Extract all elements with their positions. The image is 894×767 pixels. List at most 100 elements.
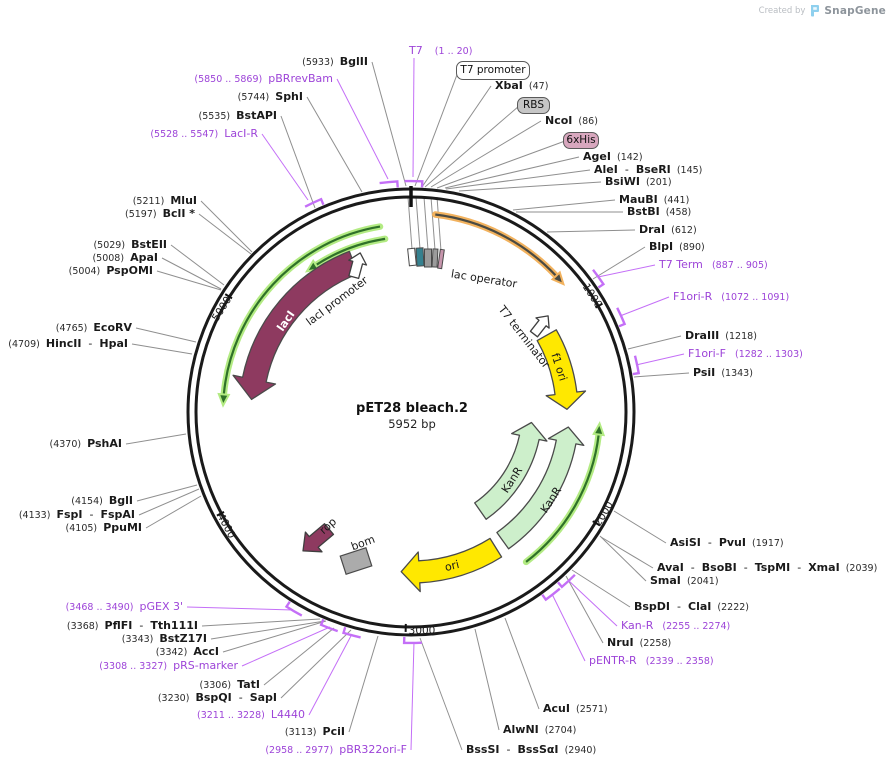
callout-line-bstz17i [210, 620, 326, 640]
label-bstapi: (5535) BstAPI [198, 109, 278, 122]
tick-label-3000: 3000 [408, 625, 436, 637]
label-pflfi-tth111i: (3368) PflFI - Tth111I [66, 619, 198, 632]
label-l4440-primer: (3211 .. 3228) L4440 [196, 708, 305, 721]
callout-line-asisi-pvui [613, 510, 667, 544]
label-pbr322ori-f-primer: (2958 .. 2977) pBR322ori-F [265, 743, 407, 756]
label-pgex3-primer: (3468 .. 3490) pGEX 3' [65, 600, 183, 613]
bleach2-orf-arrow-line [435, 213, 557, 277]
credit-watermark: Created by SnapGene [759, 4, 886, 17]
callout-line-agei [444, 156, 580, 189]
label-kan-r-primer: Kan-R (2255 .. 2274) [621, 619, 731, 632]
orf-arrow-kanr-head [592, 421, 606, 437]
operator-stem-0 [407, 196, 413, 250]
label-pshai: (4370) PshAI [49, 437, 123, 450]
callout-line-pshai [125, 433, 187, 445]
primer-mark-1 [379, 180, 399, 188]
label-psii: PsiI (1343) [693, 366, 753, 379]
snapgene-logo-icon [811, 5, 820, 17]
lac-operator-box-3 [431, 248, 439, 268]
callout-line-xbai [421, 85, 492, 188]
primer-mark-11 [284, 600, 303, 617]
callout-line-bgli [136, 484, 198, 502]
laci-arrow [232, 250, 359, 401]
tick-1000 [595, 302, 603, 309]
primer-mark-7 [541, 587, 561, 602]
label-tati: (3306) TatI [199, 678, 261, 691]
callout-line-pgex3-primer [186, 606, 294, 611]
label-bsiwi: BsiWI (201) [605, 175, 672, 188]
label-pcii: (3113) PciI [284, 725, 345, 738]
tick-4000 [216, 510, 225, 517]
callout-line-alei-bseri [445, 169, 591, 190]
label-bstz17i: (3343) BstZ17I [121, 632, 207, 645]
operator-stem-2 [423, 196, 429, 251]
callout-line-kan-r-primer [567, 579, 618, 627]
lac-operator-box-0 [407, 247, 417, 267]
callout-line-pflfi-tth111i [201, 618, 321, 627]
callout-line-bglii [371, 61, 407, 187]
callout-line-alwni [474, 628, 500, 731]
label-acci: (3342) AccI [155, 645, 219, 658]
label-blpi: BlpI (890) [649, 240, 705, 253]
callout-line-pcii [348, 635, 379, 733]
callout-line-l4440-primer [308, 633, 353, 716]
primer-mark-5 [632, 355, 641, 376]
primer-mark-9 [342, 626, 361, 639]
primer-mark-10 [319, 618, 339, 633]
plasmid-title-block: pET28 bleach.2 5952 bp [312, 401, 512, 431]
label-ecorv: (4765) EcoRV [55, 321, 132, 334]
callout-line-mlui [200, 200, 253, 253]
label-pspomi: (5004) PspOMI [68, 264, 153, 277]
callout-line-avai-group [600, 536, 654, 569]
callout-line-t7-term-primer [597, 264, 656, 278]
label-bsteii: (5029) BstEII [93, 238, 167, 251]
label-bglii: (5933) BglII [302, 55, 368, 68]
callout-line-bsteii [170, 244, 225, 286]
callout-line-ncoi [430, 120, 542, 188]
rbs-badge: RBS [517, 97, 550, 114]
primer-mark-3 [592, 269, 606, 289]
lac-operator-box-2 [424, 248, 432, 268]
orf-arrow-laci-line [222, 225, 381, 395]
callout-line-prs-marker-primer [241, 626, 331, 667]
callout-line-bsssi [419, 637, 463, 751]
operator-stem-4 [436, 196, 442, 252]
label-t7-primer: T7 (1 .. 20) [409, 44, 473, 57]
callout-line-ppumi [145, 495, 202, 529]
callout-line-pbrrevbam [336, 78, 389, 180]
plasmid-name: pET28 bleach.2 [356, 401, 468, 416]
label-ppumi: (4105) PpuMI [65, 521, 142, 534]
lac-operator-box-4 [437, 248, 445, 270]
tick-5000 [224, 293, 233, 300]
callout-line-nrui [565, 575, 604, 644]
callout-line-bsiwi [458, 181, 602, 192]
plasmid-size: 5952 bp [388, 417, 436, 431]
primer-mark-2 [304, 197, 325, 208]
callout-line-rbs-badge [424, 105, 520, 188]
callout-line-tati [263, 627, 335, 686]
label-sphi: (5744) SphI [237, 90, 303, 103]
label-bsssi: BssSI - BssSαI (2940) [466, 743, 597, 756]
callout-line-psii [633, 372, 690, 378]
callout-line-drai [546, 229, 636, 233]
label-t7-term-primer: T7 Term (887 .. 905) [659, 258, 768, 271]
callout-line-bcli [198, 213, 252, 255]
callout-line-apai [161, 257, 222, 290]
label-apai: (5008) ApaI [92, 251, 158, 264]
label-mlui: (5211) MluI [132, 194, 197, 207]
callout-line-bstapi [280, 115, 316, 209]
primer-mark-0 [404, 179, 424, 188]
label-xbai: XbaI (47) [495, 79, 549, 92]
callout-line-smai [599, 535, 647, 582]
ori-arrow [400, 537, 503, 593]
label-bcli: (5197) BclI * [125, 207, 195, 220]
callout-line-draiii [627, 335, 682, 350]
callout-line-sixhis-badge [436, 140, 566, 189]
orf-arrow-laci-head [217, 392, 231, 408]
lac-operator-box-1 [415, 247, 425, 267]
label-pentr-r-primer: pENTR-R (2339 .. 2358) [589, 654, 714, 667]
label-bgli: (4154) BglI [71, 494, 133, 507]
label-f1ori-r-primer: F1ori-R (1072 .. 1091) [673, 290, 790, 303]
callout-line-acci [222, 620, 327, 653]
